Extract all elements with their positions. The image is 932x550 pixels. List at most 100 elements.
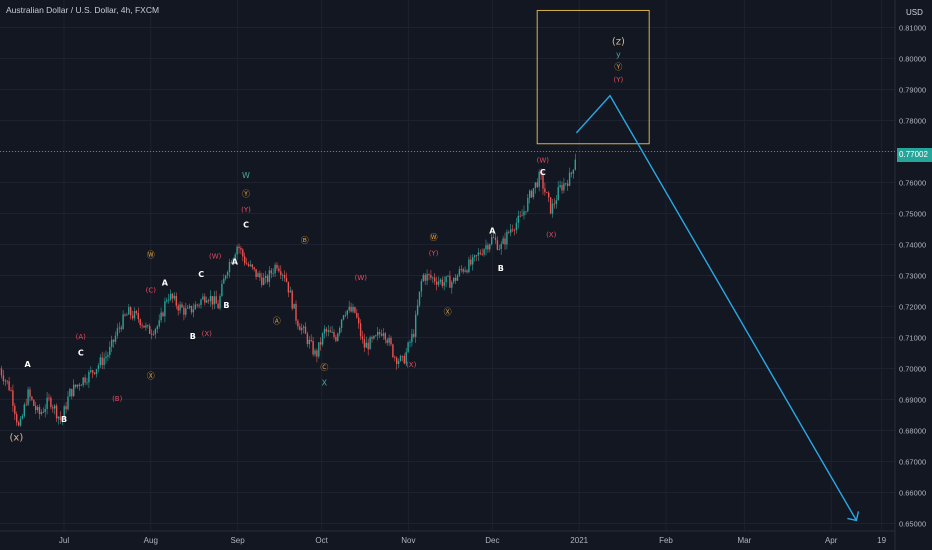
candle-body [164,301,166,317]
candle-body [285,277,288,282]
candle-body [177,305,179,311]
wave-label: C [540,168,546,177]
candle-body [329,330,331,333]
candle-body [154,329,157,335]
candle-body [386,339,388,343]
y-tick-label: 0.82000 [899,0,926,2]
candle-body [382,333,385,336]
candle-body [483,249,485,255]
wave-label: C [78,348,84,357]
candle-body [207,300,210,302]
candle-body [365,342,367,348]
candle-body [266,275,269,282]
candle-body [426,274,428,281]
candle-body [304,326,307,334]
candle-body [276,264,278,269]
candle-body [515,222,518,231]
candle-body [61,417,63,421]
candle-body [325,328,328,332]
candle-body [74,384,77,387]
candle-body [546,192,548,193]
candle-body [491,237,493,245]
candle-body [339,328,341,334]
candle-body [418,291,421,306]
candle-body [454,277,457,281]
candle-body [363,339,366,348]
candle-body [264,275,267,278]
candle-body [424,274,426,281]
candle-body [551,203,554,214]
candle-body [502,238,504,244]
candle-body [521,215,523,217]
candle-body [225,275,227,279]
candle-body [10,390,12,391]
x-tick-label: 19 [877,536,886,545]
candle-body [118,327,120,329]
candle-body [344,315,347,316]
wave-label: (C) [146,287,157,295]
candle-body [555,200,557,204]
candle-body [523,211,525,216]
candle-body [568,172,571,186]
candle-body [413,333,415,337]
y-tick-label: 0.72000 [899,303,926,312]
candle-body [48,397,50,399]
candle-body [33,399,35,406]
candle-body [257,273,259,277]
candle-body [253,267,255,269]
chart-title: Australian Dollar / U.S. Dollar, 4h, FXC… [6,5,160,15]
candle-body [375,335,377,337]
candle-body [504,238,506,245]
candle-body [348,306,350,311]
candle-body [221,283,223,297]
candle-body [358,317,360,324]
candle-body [567,183,569,186]
x-tick-label: Jul [59,536,69,545]
candle-body [169,293,172,300]
candle-body [549,197,552,214]
wave-label: Ⓨ [614,62,622,71]
candle-body [369,337,371,350]
candle-body [430,274,432,278]
candle-body [268,270,271,282]
candle-body [498,248,500,250]
candle-body [557,187,559,201]
y-tick-label: 0.78000 [899,117,926,126]
candle-body [359,323,362,337]
candle-body [116,328,119,336]
candle-body [354,307,356,313]
candle-body [380,333,383,336]
candle-body [69,388,71,397]
candle-body [50,397,52,408]
candle-body [200,299,202,305]
candle-body [295,303,297,321]
candle-body [137,313,139,320]
candle-body [217,303,219,309]
wave-label: y [616,50,621,59]
candle-body [198,304,200,306]
candle-body [139,319,141,325]
wave-label: B [223,301,229,310]
candle-body [263,277,265,285]
candle-body [145,325,147,328]
candle-body [147,325,149,327]
candle-body [14,405,16,415]
candle-body [67,396,69,410]
y-tick-label: 0.66000 [899,489,926,498]
candle-body [245,263,248,265]
candle-body [175,295,177,306]
candle-body [553,203,556,205]
candle-body [202,296,204,300]
candle-body [466,270,468,273]
candle-body [312,340,314,355]
candle-body [335,336,337,341]
candle-body [249,264,252,266]
candle-body [234,254,236,259]
wave-label: (X) [406,361,417,369]
candle-body [173,295,176,299]
candle-body [409,342,411,344]
wave-label: W [242,171,250,180]
candle-body [291,290,293,309]
candle-body [464,270,466,272]
candle-body [80,385,82,386]
